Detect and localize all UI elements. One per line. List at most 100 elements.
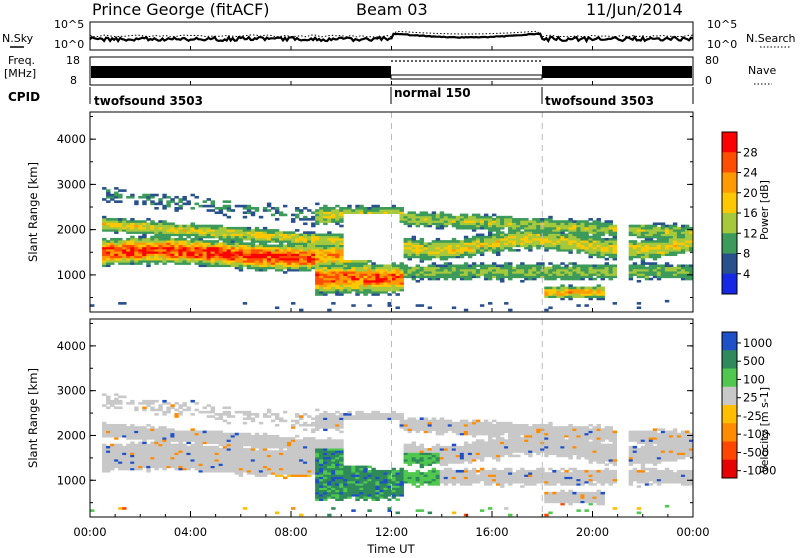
power-cell bbox=[162, 194, 166, 197]
frequency-panel: Freq. [MHz] 18 8 80 0 Nave bbox=[4, 54, 776, 87]
power-cell bbox=[480, 222, 484, 225]
power-cell bbox=[259, 216, 263, 219]
power-cell bbox=[134, 220, 138, 223]
power-cell bbox=[540, 262, 544, 265]
velocity-cell bbox=[122, 424, 126, 427]
velocity-cell bbox=[408, 417, 412, 420]
power-cell bbox=[323, 282, 327, 285]
power-cell bbox=[211, 253, 215, 256]
power-cell bbox=[576, 304, 580, 307]
power-cell bbox=[436, 222, 440, 225]
power-cell bbox=[580, 287, 584, 290]
power-cell bbox=[568, 222, 572, 225]
power-cell bbox=[174, 238, 178, 241]
power-cell bbox=[572, 222, 576, 225]
power-cell bbox=[371, 282, 375, 285]
velocity-cell bbox=[199, 411, 203, 414]
power-cell bbox=[295, 229, 299, 232]
power-cell bbox=[424, 211, 428, 214]
power-cell bbox=[207, 209, 211, 212]
power-cell bbox=[138, 220, 142, 223]
power-cell bbox=[665, 253, 669, 256]
power-cell bbox=[448, 222, 452, 225]
velocity-cell bbox=[271, 450, 275, 453]
power-cell bbox=[291, 231, 295, 234]
power-cell bbox=[428, 222, 432, 225]
power-cell bbox=[239, 205, 243, 208]
power-cell bbox=[283, 205, 287, 208]
velocity-cell bbox=[416, 446, 420, 449]
power-cell bbox=[191, 222, 195, 225]
power-cell bbox=[114, 238, 118, 241]
velocity-cell bbox=[367, 413, 371, 416]
nave-tick-bottom: 0 bbox=[705, 74, 712, 87]
velocity-cell bbox=[267, 415, 271, 418]
freq-tick-bottom: 8 bbox=[70, 74, 77, 87]
velocity-cell bbox=[416, 470, 420, 473]
velocity-cell bbox=[239, 433, 243, 436]
power-cell bbox=[540, 218, 544, 221]
power-cell bbox=[633, 240, 637, 243]
power-cell bbox=[428, 264, 432, 267]
power-cell bbox=[641, 253, 645, 256]
power-cell bbox=[669, 253, 673, 256]
power-cell bbox=[215, 211, 219, 214]
velocity-cell bbox=[307, 437, 311, 440]
power-cell bbox=[158, 198, 162, 201]
velocity-cell bbox=[331, 507, 335, 510]
velocity-cell bbox=[118, 406, 122, 409]
power-cell bbox=[420, 222, 424, 225]
power-cell bbox=[468, 222, 472, 225]
power-cell bbox=[186, 253, 190, 256]
power-cell bbox=[315, 234, 319, 237]
power-cell bbox=[528, 264, 532, 267]
velocity-cell bbox=[138, 426, 142, 429]
power-cell bbox=[528, 222, 532, 225]
power-cell bbox=[114, 200, 118, 203]
power-cell bbox=[311, 231, 315, 234]
velocity-cell bbox=[114, 406, 118, 409]
power-cell bbox=[488, 216, 492, 219]
power-cell bbox=[211, 200, 215, 203]
power-cell bbox=[560, 284, 564, 287]
power-cell bbox=[106, 189, 110, 192]
power-cell bbox=[215, 225, 219, 228]
power-cell bbox=[351, 209, 355, 212]
power-cell bbox=[106, 192, 110, 195]
power-cell bbox=[492, 214, 496, 217]
power-cell bbox=[460, 240, 464, 243]
velocity-cell bbox=[126, 426, 130, 429]
velocity-cell bbox=[404, 444, 408, 447]
power-cell bbox=[146, 253, 150, 256]
power-cell bbox=[436, 264, 440, 267]
power-cell bbox=[283, 245, 287, 248]
power-cell bbox=[331, 234, 335, 237]
power-cell bbox=[291, 214, 295, 217]
power-cell bbox=[544, 287, 548, 290]
power-cell bbox=[528, 220, 532, 223]
power-cell bbox=[142, 222, 146, 225]
power-cell bbox=[588, 264, 592, 267]
velocity-cell bbox=[138, 402, 142, 405]
power-cell bbox=[508, 262, 512, 265]
power-cell bbox=[335, 209, 339, 212]
velocity-cell bbox=[150, 441, 154, 444]
power-cell bbox=[548, 262, 552, 265]
velocity-cell bbox=[383, 470, 387, 473]
velocity-cell bbox=[375, 411, 379, 414]
cpid-row: CPID twofsound 3503 normal 150 twofsound… bbox=[8, 86, 693, 108]
power-cell bbox=[186, 240, 190, 243]
power-cell bbox=[118, 218, 122, 221]
power-cell bbox=[367, 207, 371, 210]
velocity-cell bbox=[231, 415, 235, 418]
velocity-cell bbox=[387, 470, 391, 473]
power-cell bbox=[363, 260, 367, 263]
power-cell bbox=[275, 229, 279, 232]
power-cell bbox=[126, 222, 130, 225]
velocity-cell bbox=[303, 413, 307, 416]
velocity-cell bbox=[102, 393, 106, 396]
power-cell bbox=[601, 253, 605, 256]
velocity-cell bbox=[106, 396, 110, 399]
power-cell bbox=[307, 231, 311, 234]
velocity-cell bbox=[339, 439, 343, 442]
